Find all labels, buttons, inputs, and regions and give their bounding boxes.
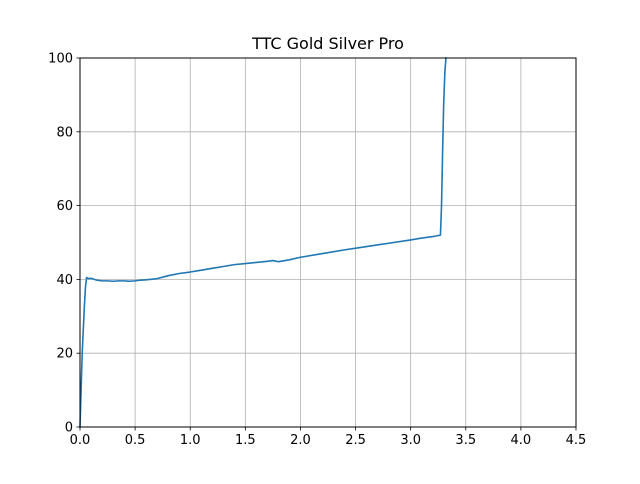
y-tick-label: 60: [56, 199, 73, 214]
plot-frame: [79, 57, 577, 428]
y-tick-label: 40: [56, 273, 73, 288]
x-tick-label: 2.5: [345, 433, 366, 448]
x-tick-label: 3.0: [400, 433, 421, 448]
y-tick-label: 0: [65, 421, 73, 436]
x-tick-label: 3.5: [455, 433, 476, 448]
x-axis: 0.0 0.5 1.0 1.5 2.0 2.5 3.0 3.5 4.0 4.5: [70, 427, 587, 448]
series-line-0: [79, 57, 447, 428]
x-tick-label: 2.0: [290, 433, 311, 448]
y-tick-label: 20: [56, 347, 73, 362]
y-tick-label: 100: [48, 52, 73, 67]
x-tick-label: 0.5: [125, 433, 146, 448]
x-tick-label: 1.5: [235, 433, 256, 448]
x-tick-label: 1.0: [180, 433, 201, 448]
y-tick-label: 80: [56, 125, 73, 140]
series-layer: [79, 57, 447, 428]
x-tick-label: 4.0: [511, 433, 532, 448]
chart-title: TTC Gold Silver Pro: [251, 34, 404, 53]
x-tick-label: 4.5: [566, 433, 587, 448]
x-tick-label: 0.0: [70, 433, 91, 448]
y-axis: 0 20 40 60 80 100: [48, 52, 80, 436]
